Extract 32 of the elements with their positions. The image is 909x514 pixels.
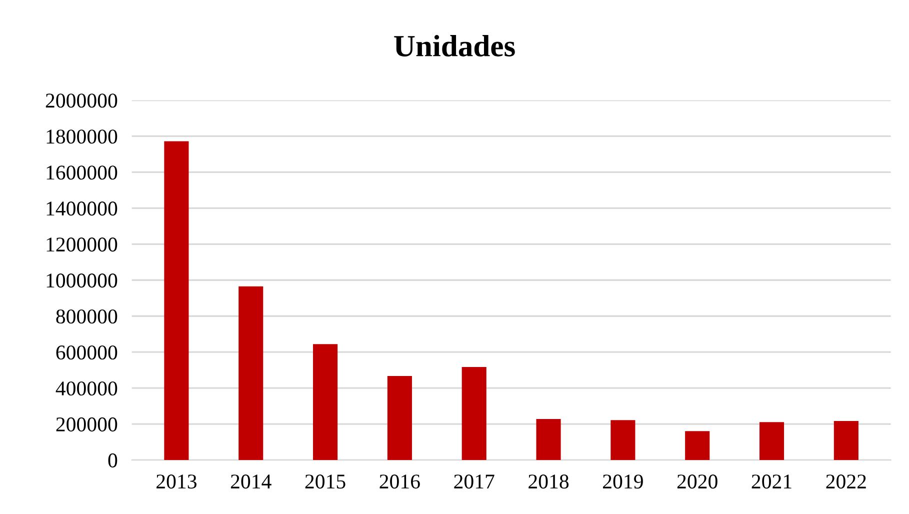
bar — [536, 419, 561, 460]
x-tick-label: 2015 — [305, 474, 346, 489]
bar — [238, 286, 264, 460]
x-tick-label: 2022 — [826, 474, 866, 489]
bar — [164, 141, 189, 460]
y-tick-label: 1200000 — [46, 238, 118, 252]
bar — [462, 367, 486, 460]
y-tick-label: 1400000 — [46, 202, 118, 216]
y-tick-label: 0 — [108, 453, 118, 468]
chart-title: Unidades — [394, 34, 515, 56]
bar — [685, 431, 710, 460]
x-tick-label: 2013 — [156, 474, 196, 489]
y-tick-label: 2000000 — [46, 94, 118, 108]
y-tick-label: 1600000 — [46, 166, 118, 180]
bar — [313, 344, 338, 460]
bar — [387, 376, 412, 460]
bar — [759, 422, 784, 460]
x-tick-label: 2016 — [380, 474, 420, 489]
x-tick-label: 2019 — [603, 474, 643, 489]
y-tick-label: 1800000 — [46, 130, 118, 144]
x-tick-label: 2018 — [528, 474, 569, 489]
y-tick-label: 600000 — [56, 345, 118, 360]
x-tick-label: 2014 — [230, 474, 272, 489]
x-tick-label: 2020 — [677, 474, 718, 489]
y-tick-label: 400000 — [56, 381, 118, 396]
bar — [610, 420, 636, 460]
x-tick-label: 2021 — [752, 474, 792, 489]
y-tick-label: 1000000 — [46, 274, 118, 288]
y-tick-label: 800000 — [56, 309, 118, 324]
x-tick-label: 2017 — [454, 474, 494, 489]
bar — [834, 420, 858, 460]
y-tick-label: 200000 — [56, 417, 118, 432]
